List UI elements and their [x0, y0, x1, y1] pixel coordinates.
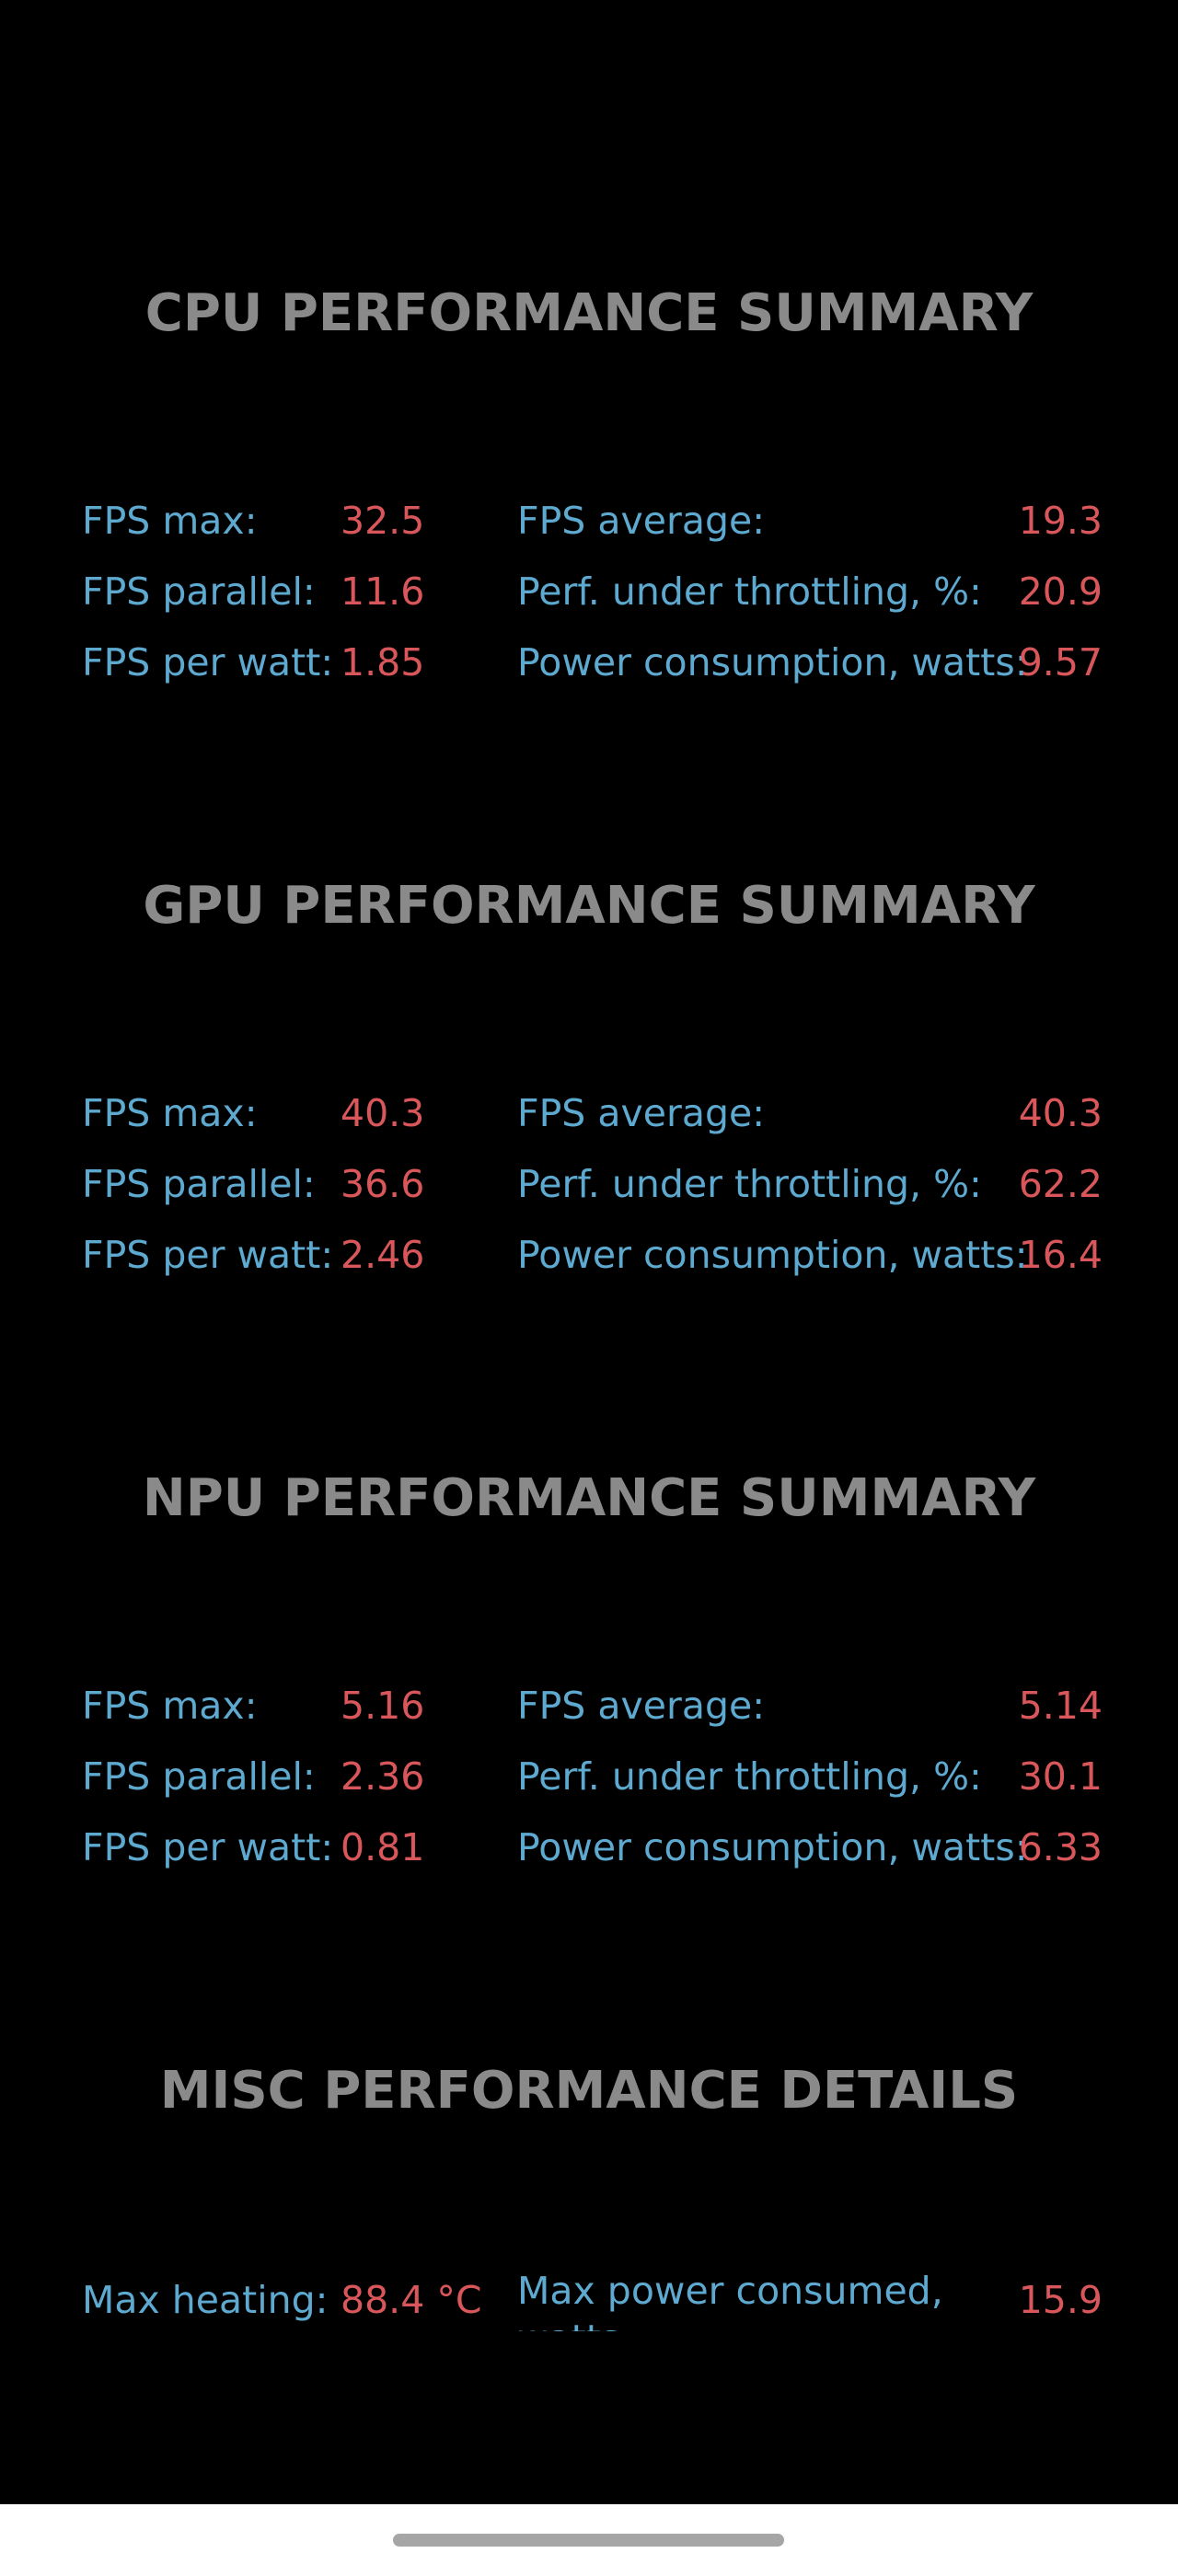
cpu-throttling-label: Perf. under throttling, %: [517, 569, 982, 614]
cpu-fps-parallel-value: 11.6 [341, 569, 425, 614]
cpu-section-title: CPU PERFORMANCE SUMMARY [144, 283, 1034, 343]
gpu-fps-average-label: FPS average: [517, 1091, 766, 1135]
npu-fps-parallel-label: FPS parallel: [82, 1754, 316, 1799]
gpu-power-label: Power consumption, watts: [517, 1233, 1028, 1277]
cpu-fps-parallel-label: FPS parallel: [82, 569, 316, 614]
gpu-fps-parallel-label: FPS parallel: [82, 1162, 316, 1206]
npu-fps-per-watt-label: FPS per watt: [82, 1825, 334, 1869]
home-indicator[interactable] [393, 2534, 784, 2547]
gpu-fps-per-watt-value: 2.46 [341, 1233, 425, 1277]
gpu-fps-max-value: 40.3 [341, 1091, 425, 1135]
npu-power-value: 6.33 [1018, 1825, 1103, 1869]
npu-fps-average-value: 5.14 [1018, 1684, 1103, 1728]
cpu-throttling-value: 20.9 [1018, 569, 1103, 614]
max-heating-label: Max heating: [82, 2278, 329, 2322]
gpu-fps-average-value: 40.3 [1018, 1091, 1103, 1135]
npu-fps-per-watt-value: 0.81 [341, 1825, 425, 1869]
npu-throttling-label: Perf. under throttling, %: [517, 1754, 982, 1799]
npu-fps-max-value: 5.16 [341, 1684, 425, 1728]
npu-power-label: Power consumption, watts: [517, 1825, 1028, 1869]
gpu-fps-per-watt-label: FPS per watt: [82, 1233, 334, 1277]
cpu-fps-average-label: FPS average: [517, 499, 766, 543]
cpu-fps-per-watt-label: FPS per watt: [82, 640, 334, 684]
npu-section-title: NPU PERFORMANCE SUMMARY [142, 1468, 1036, 1528]
max-power-label: Max power consumed, watts: [517, 2269, 943, 2331]
max-heating-value: 88.4 °C [341, 2278, 482, 2322]
npu-fps-average-label: FPS average: [517, 1684, 766, 1728]
cpu-fps-max-value: 32.5 [341, 499, 425, 543]
npu-throttling-value: 30.1 [1018, 1754, 1103, 1799]
gpu-throttling-label: Perf. under throttling, %: [517, 1162, 982, 1206]
npu-fps-parallel-value: 2.36 [341, 1754, 425, 1799]
gpu-power-value: 16.4 [1018, 1233, 1103, 1277]
misc-section-title: MISC PERFORMANCE DETAILS [159, 2061, 1019, 2121]
gpu-section-title: GPU PERFORMANCE SUMMARY [143, 876, 1035, 936]
gpu-throttling-value: 62.2 [1018, 1162, 1103, 1206]
npu-fps-max-label: FPS max: [82, 1684, 258, 1728]
gpu-fps-parallel-value: 36.6 [341, 1162, 425, 1206]
cpu-fps-per-watt-value: 1.85 [341, 640, 425, 684]
cpu-fps-max-label: FPS max: [82, 499, 258, 543]
cpu-power-label: Power consumption, watts: [517, 640, 1028, 684]
cpu-power-value: 9.57 [1018, 640, 1103, 684]
cpu-fps-average-value: 19.3 [1018, 499, 1103, 543]
gpu-fps-max-label: FPS max: [82, 1091, 258, 1135]
max-power-value: 15.9 [1018, 2278, 1103, 2322]
